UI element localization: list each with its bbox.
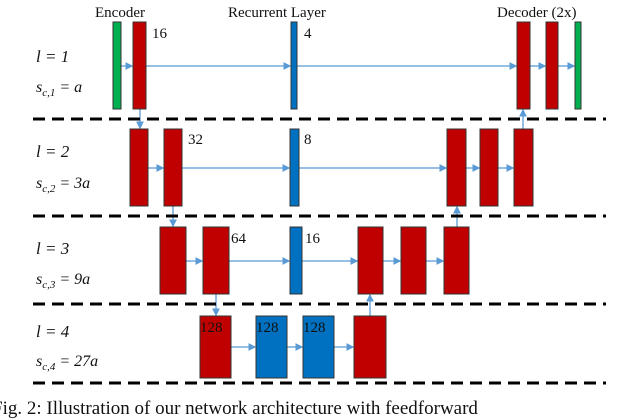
encoder-header: Encoder (95, 5, 145, 21)
l3-encoder-channels: 64 (231, 231, 247, 247)
level-4-encoder-block (199, 315, 232, 379)
level-2-decoder-block (446, 128, 467, 207)
l2-recurrent-channels: 8 (304, 132, 312, 148)
figure-caption: Fig. 2: Illustration of our network arch… (0, 398, 478, 419)
l1-recurrent-channels: 4 (304, 26, 312, 42)
level-4-recurrent-block (302, 315, 335, 379)
level-1-l: l = 1 (36, 47, 69, 66)
level-3-decoder-block (400, 226, 427, 295)
level-1-encoder-block (132, 21, 147, 110)
level-3-recurrent-block (289, 226, 303, 295)
level-1-decoder-block (516, 21, 531, 110)
level-3-decoder-block (443, 226, 470, 295)
level-3-encoder-block (202, 226, 230, 295)
level-2-decoder-block (479, 128, 499, 207)
level-1-scale: sc,1 = a (36, 79, 82, 99)
l4-recurrent-b-channels: 128 (303, 320, 326, 336)
level-labels: l = 1 sc,1 = a l = 2 sc,2 = 3a l = 3 sc,… (36, 47, 98, 373)
l2-encoder-channels: 32 (188, 132, 203, 148)
level-1-output-block (574, 21, 582, 110)
level-1-input-block (112, 21, 122, 110)
level-3-encoder-block (159, 226, 187, 295)
level-1-decoder-block (545, 21, 559, 110)
level-1-recurrent-block (290, 21, 298, 110)
l1-encoder-channels: 16 (152, 26, 168, 42)
l3-recurrent-channels: 16 (305, 231, 321, 247)
level-2-l: l = 2 (36, 142, 70, 161)
level-2-recurrent-block (289, 128, 300, 207)
level-3-scale: sc,3 = 9a (36, 271, 90, 291)
l4-recurrent-a-channels: 128 (256, 320, 279, 336)
level-4-l: l = 4 (36, 322, 70, 341)
level-2-decoder-block (513, 128, 534, 207)
level-3-decoder-block (357, 226, 384, 295)
level-4-recurrent-block (255, 315, 288, 379)
channel-labels: 16 4 32 8 64 16 128 128 128 (152, 26, 326, 336)
level-2-encoder-block (163, 128, 183, 207)
level-3-l: l = 3 (36, 239, 69, 258)
level-2-scale: sc,2 = 3a (36, 175, 90, 195)
level-2-encoder-block (129, 128, 149, 207)
level-4-decoder-block (353, 315, 387, 379)
l4-encoder-channels: 128 (200, 320, 223, 336)
level-4-scale: sc,4 = 27a (36, 353, 98, 373)
decoder-header: Decoder (2x) (497, 5, 577, 21)
recurrent-layer-header: Recurrent Layer (228, 5, 326, 21)
